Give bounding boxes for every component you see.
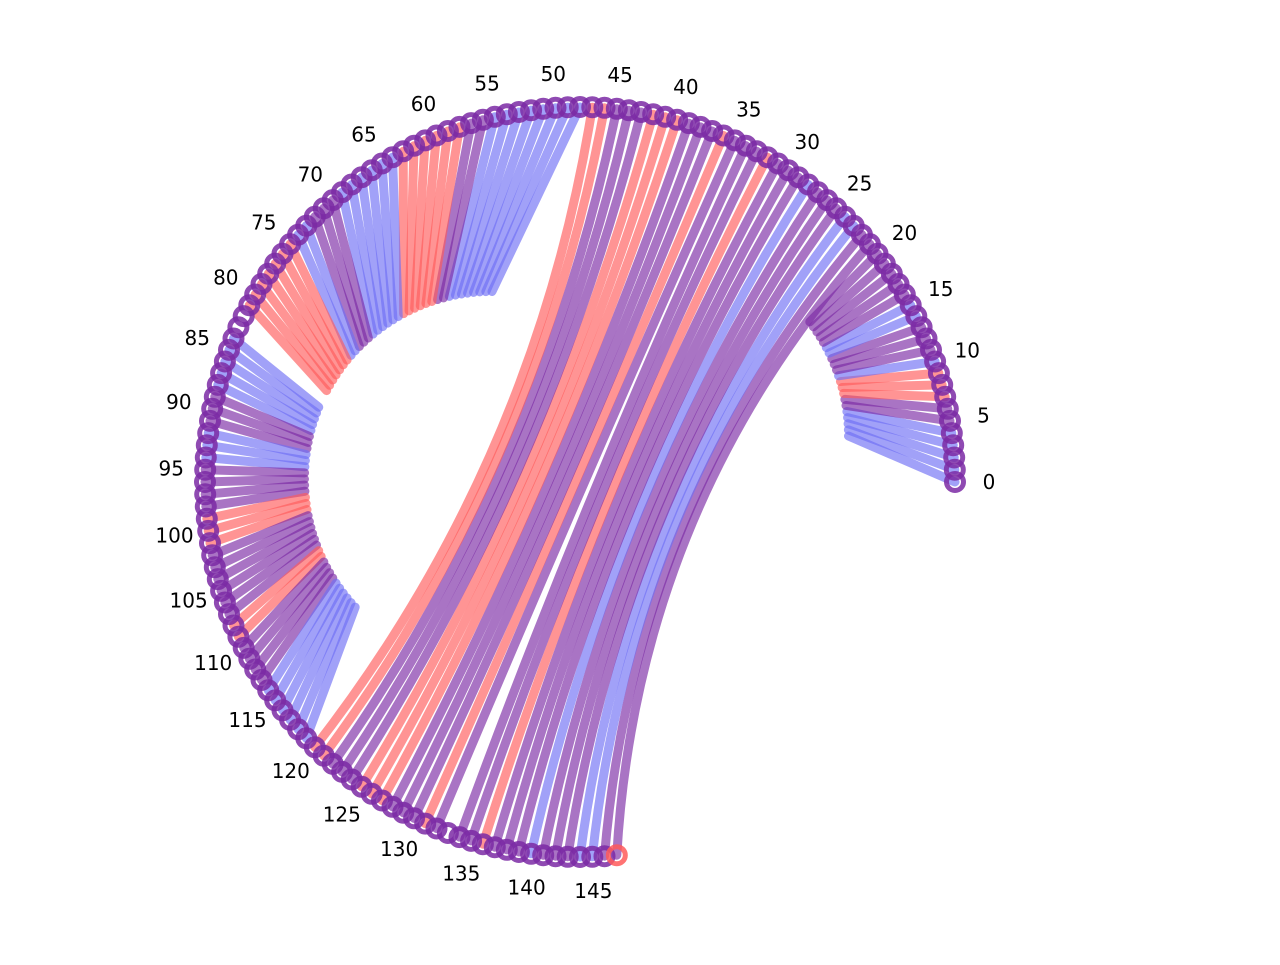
tick-label-100: 100: [155, 523, 193, 547]
tick-label-30: 30: [794, 130, 819, 154]
tick-label-135: 135: [442, 861, 480, 885]
tick-label-25: 25: [847, 172, 872, 196]
tick-label-10: 10: [955, 339, 980, 363]
tick-label-115: 115: [228, 708, 266, 732]
tick-label-90: 90: [166, 390, 191, 414]
tick-label-15: 15: [928, 277, 953, 301]
tick-label-40: 40: [673, 75, 698, 99]
tick-label-140: 140: [508, 876, 546, 900]
tick-label-20: 20: [892, 221, 917, 245]
tick-label-45: 45: [607, 63, 632, 87]
tick-label-65: 65: [351, 123, 376, 147]
tick-label-105: 105: [170, 589, 208, 613]
tick-label-5: 5: [977, 403, 990, 427]
chord-62: [409, 146, 414, 311]
chord-94: [205, 479, 305, 482]
tick-label-130: 130: [380, 837, 418, 861]
chord-8: [842, 385, 942, 388]
tick-label-125: 125: [323, 803, 361, 827]
chord-93: [205, 470, 304, 473]
tick-label-80: 80: [213, 266, 238, 290]
tick-label-145: 145: [574, 879, 612, 903]
chord-7: [844, 393, 946, 396]
tick-label-60: 60: [411, 92, 436, 116]
tick-label-55: 55: [474, 72, 499, 96]
tick-label-0: 0: [983, 470, 996, 494]
tick-label-95: 95: [158, 457, 183, 481]
tick-label-75: 75: [251, 211, 276, 235]
chord-layer: [205, 107, 955, 857]
tick-label-120: 120: [272, 759, 310, 783]
tick-label-35: 35: [736, 98, 761, 122]
tick-label-70: 70: [298, 163, 323, 187]
tick-label-85: 85: [184, 326, 209, 350]
tick-label-110: 110: [194, 651, 232, 675]
tick-label-50: 50: [541, 62, 566, 86]
